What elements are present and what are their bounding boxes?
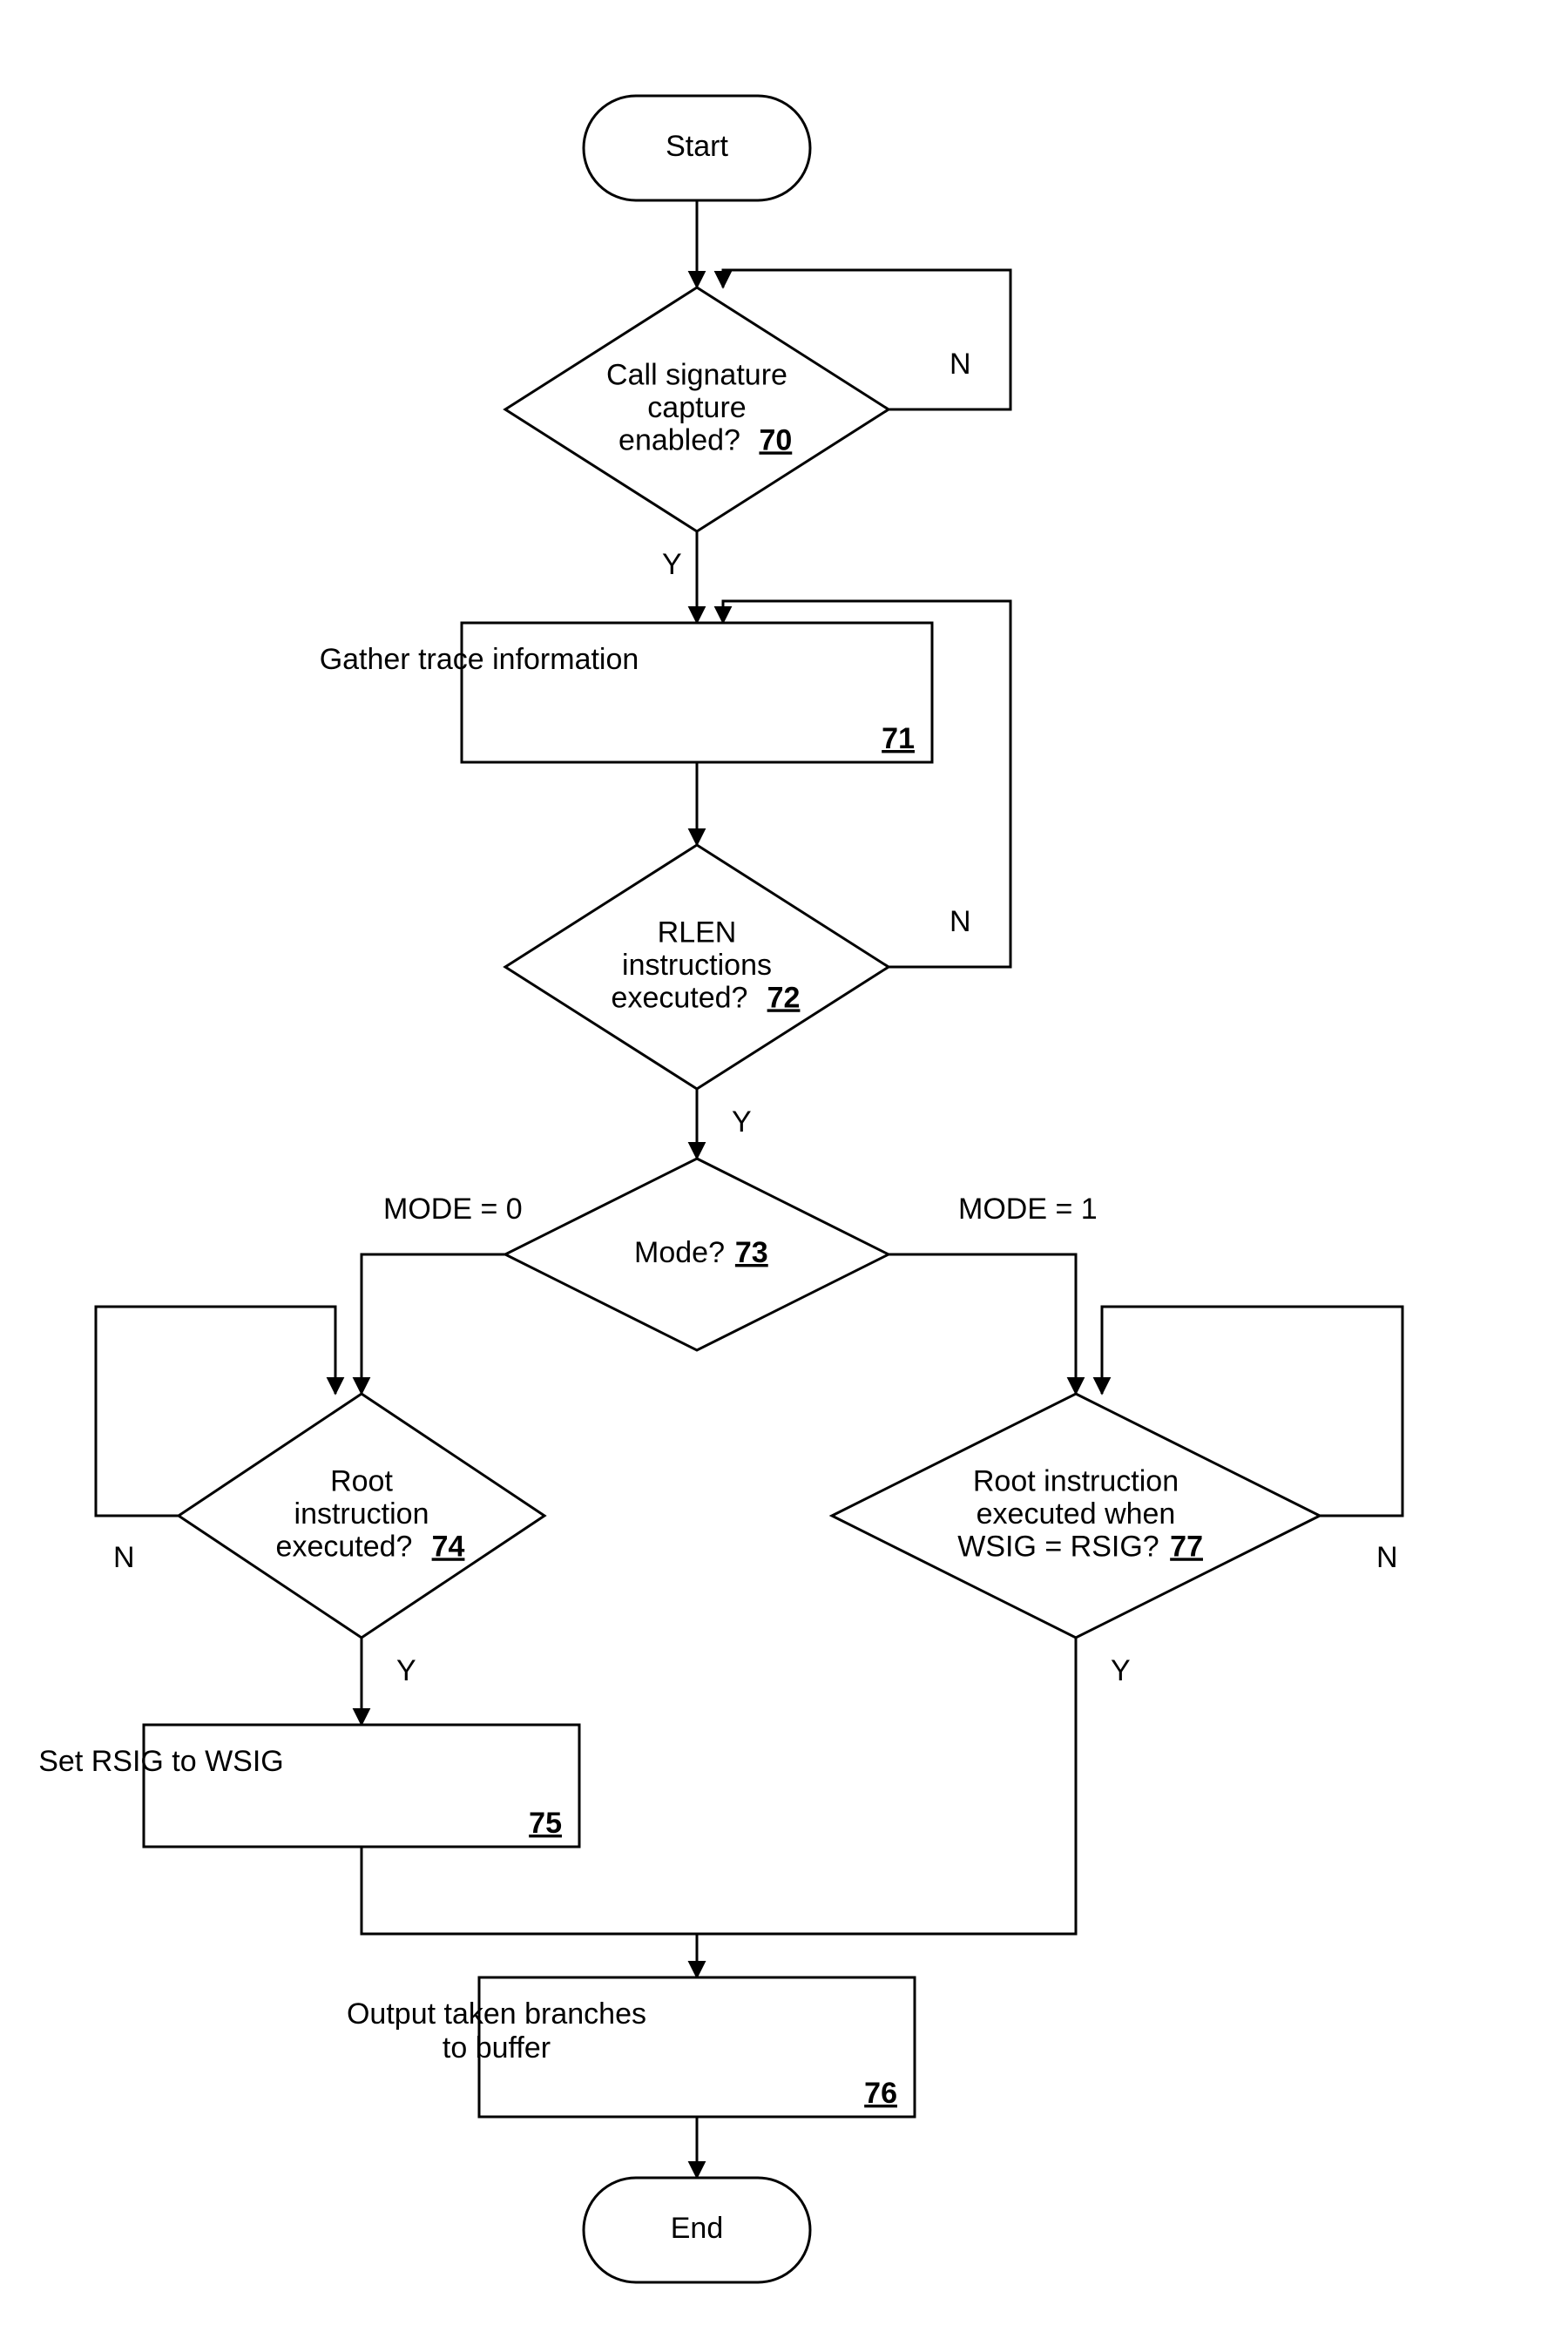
svg-text:70: 70 <box>759 423 792 456</box>
svg-text:Y: Y <box>662 548 682 581</box>
svg-text:72: 72 <box>767 981 801 1014</box>
svg-text:Y: Y <box>1111 1654 1131 1687</box>
svg-text:executed?: executed? <box>612 981 748 1014</box>
svg-text:Y: Y <box>732 1105 752 1139</box>
svg-text:Root: Root <box>330 1465 393 1498</box>
svg-text:capture: capture <box>647 391 746 424</box>
svg-text:Root instruction: Root instruction <box>973 1465 1179 1498</box>
svg-text:Y: Y <box>396 1654 416 1687</box>
svg-text:MODE = 1: MODE = 1 <box>958 1193 1098 1226</box>
svg-text:to buffer: to buffer <box>443 2031 551 2065</box>
svg-text:Output taken branches: Output taken branches <box>347 1997 646 2031</box>
svg-text:74: 74 <box>432 1530 465 1563</box>
svg-text:N: N <box>950 348 971 381</box>
svg-text:75: 75 <box>529 1807 562 1840</box>
svg-text:76: 76 <box>864 2077 897 2110</box>
svg-text:MODE = 0: MODE = 0 <box>383 1193 523 1226</box>
svg-text:Mode?: Mode? <box>634 1236 725 1269</box>
svg-text:instruction: instruction <box>294 1497 429 1531</box>
svg-text:73: 73 <box>735 1236 768 1269</box>
svg-text:77: 77 <box>1170 1530 1203 1563</box>
svg-text:Start: Start <box>666 130 728 163</box>
svg-text:N: N <box>1376 1541 1398 1574</box>
svg-text:executed when: executed when <box>977 1497 1176 1531</box>
svg-text:Call signature: Call signature <box>606 359 787 392</box>
svg-text:instructions: instructions <box>622 949 772 982</box>
svg-text:N: N <box>950 905 971 938</box>
svg-text:executed?: executed? <box>276 1530 413 1563</box>
svg-text:71: 71 <box>882 722 915 755</box>
svg-text:End: End <box>671 2212 724 2245</box>
svg-text:Gather trace information: Gather trace information <box>320 643 639 676</box>
svg-text:N: N <box>113 1541 135 1574</box>
svg-text:Set RSIG to WSIG: Set RSIG to WSIG <box>38 1745 284 1778</box>
svg-text:enabled?: enabled? <box>618 423 740 456</box>
svg-text:WSIG = RSIG?: WSIG = RSIG? <box>957 1530 1159 1563</box>
svg-text:RLEN: RLEN <box>658 916 737 950</box>
